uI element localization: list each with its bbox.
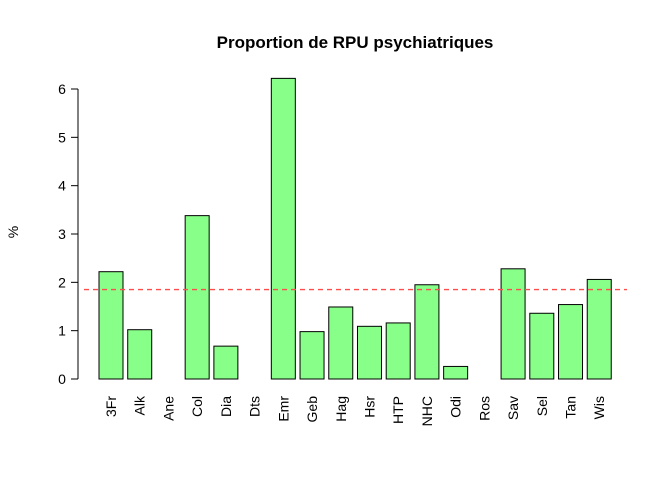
bar-odi bbox=[443, 365, 469, 380]
x-tick-label: Sav bbox=[505, 396, 521, 420]
bar-alk bbox=[127, 329, 153, 380]
x-tick-label: Dts bbox=[247, 396, 263, 417]
bar-sel bbox=[529, 312, 555, 380]
x-tick-label: Col bbox=[189, 396, 205, 417]
y-tick-label: 1 bbox=[58, 323, 66, 339]
y-tick-label: 4 bbox=[58, 178, 66, 194]
y-tick-label: 6 bbox=[58, 81, 66, 97]
bar-hsr bbox=[356, 325, 382, 380]
x-tick-label: Emr bbox=[275, 396, 291, 422]
bar-tan bbox=[558, 304, 584, 380]
chart-title: Proportion de RPU psychiatriques bbox=[217, 33, 494, 52]
x-tick-label: Geb bbox=[304, 396, 320, 423]
x-tick-label: Hag bbox=[333, 396, 349, 422]
bar-hag bbox=[328, 306, 354, 380]
x-tick-label: Ros bbox=[476, 396, 492, 421]
y-axis-label: % bbox=[5, 226, 21, 238]
bar-col bbox=[184, 215, 210, 380]
bar-geb bbox=[299, 331, 325, 380]
bar-sav bbox=[500, 268, 526, 380]
x-tick-label: Tan bbox=[563, 396, 579, 419]
x-tick-label: Wis bbox=[591, 396, 607, 419]
bar-3fr bbox=[98, 271, 124, 380]
y-tick-label: 3 bbox=[58, 226, 66, 242]
bar-emr bbox=[270, 77, 296, 380]
bar-nhc bbox=[414, 284, 440, 380]
y-axis: 0 1 2 3 4 5 6 bbox=[58, 81, 79, 387]
bars bbox=[98, 77, 612, 380]
x-tick-label: HTP bbox=[390, 396, 406, 424]
x-tick-label: Hsr bbox=[361, 396, 377, 418]
y-tick-label: 0 bbox=[58, 371, 66, 387]
x-tick-label: NHC bbox=[419, 396, 435, 426]
bar-wis bbox=[586, 278, 612, 380]
x-tick-label: Odi bbox=[448, 396, 464, 418]
x-tick-label: 3Fr bbox=[103, 396, 119, 417]
x-axis-labels: 3Fr Alk Ane Col Dia Dts Emr Geb Hag Hsr HTP NHC Odi R… bbox=[103, 395, 607, 426]
x-tick-label: Dia bbox=[218, 396, 234, 417]
x-tick-label: Ane bbox=[160, 396, 176, 421]
x-tick-label: Sel bbox=[534, 396, 550, 416]
bar-dia bbox=[213, 345, 239, 380]
y-tick-label: 2 bbox=[58, 274, 66, 290]
y-tick-label: 5 bbox=[58, 129, 66, 145]
x-tick-label: Alk bbox=[132, 395, 148, 415]
bar-htp bbox=[385, 322, 411, 380]
